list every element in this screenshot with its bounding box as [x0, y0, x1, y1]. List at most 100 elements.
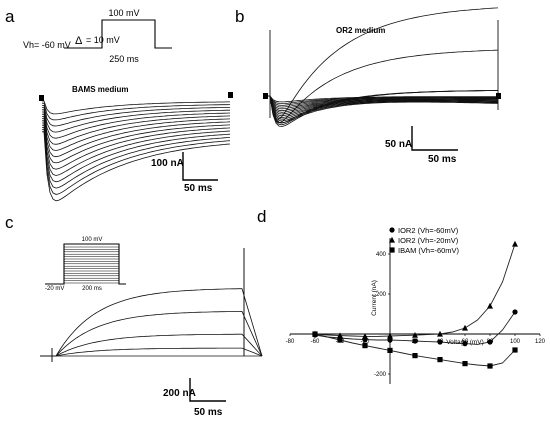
panel-b-trace [268, 90, 498, 127]
panel-a-trace [42, 111, 231, 145]
panel-c-protocol-envelope [45, 243, 126, 285]
panel-a-trace [42, 124, 231, 183]
iv-data-point [487, 363, 493, 369]
panel-c-trace [40, 288, 263, 357]
iv-data-point [362, 333, 368, 339]
panel-b-medium-label: OR2 medium [336, 26, 385, 35]
iv-data-point [312, 331, 318, 337]
iv-legend-label: IOR2 (Vh=-20mV) [398, 236, 459, 245]
panel-c-trace [40, 310, 263, 357]
iv-data-point [487, 302, 493, 309]
iv-y-tick-label: -200 [374, 372, 387, 378]
iv-data-point [437, 357, 443, 363]
panel-a-delta-symbol: Δ [75, 35, 83, 47]
panel-b-trace [268, 95, 498, 113]
panel-a-current-traces [42, 100, 231, 202]
panel-a-scale-x-label: 50 ms [184, 183, 213, 194]
panel-b-trace [268, 95, 498, 115]
panel-c-scale-y-label: 200 nA [163, 388, 196, 399]
iv-data-point [462, 361, 468, 367]
panel-a-protocol-step [64, 19, 172, 49]
iv-y-axis-label: Current (nA) [371, 280, 378, 316]
panel-a-scale-y-label: 100 nA [151, 158, 184, 169]
panel-a-trace [42, 122, 231, 176]
iv-legend-label: IBAM (Vh=-60mV) [398, 246, 460, 255]
panel-b-trace [268, 95, 498, 110]
iv-series-triangle [312, 240, 518, 339]
iv-data-point [462, 324, 468, 331]
panel-b-scale-bar [411, 126, 458, 151]
iv-x-tick-label: -80 [286, 339, 295, 345]
panel-b-end-marker [496, 93, 501, 99]
iv-data-point [462, 341, 468, 347]
panel-c-duration-label: 200 ms [82, 286, 102, 292]
iv-data-point [337, 337, 343, 343]
panel-a-letter: a [5, 7, 15, 26]
iv-data-point [387, 337, 393, 343]
panel-c-scale-x-label: 50 ms [194, 407, 223, 418]
iv-data-point [487, 339, 493, 345]
panel-b-trace [268, 95, 498, 108]
panel-a-trace [42, 127, 231, 189]
panel-a-trace [42, 107, 230, 133]
panel-c: c 100 mV -20 mV 200 ms 200 nA 50 ms [5, 213, 263, 418]
panel-b-trace [268, 95, 499, 106]
panel-a-trace [42, 116, 231, 158]
panel-a-scale-bar [182, 152, 218, 181]
panel-b-trace [268, 95, 498, 118]
panel-a-trace [42, 105, 230, 127]
iv-data-point [412, 338, 418, 344]
panel-c-scale-bar [189, 378, 226, 402]
panel-b-start-marker [263, 93, 268, 99]
panel-a-increment-label: = 10 mV [86, 35, 120, 45]
iv-data-point [412, 353, 418, 359]
panel-c-protocol-inset: 100 mV -20 mV 200 ms [45, 237, 126, 292]
iv-data-point [437, 339, 443, 345]
iv-y-tick-label: 400 [376, 252, 387, 258]
panel-c-protocol-steps [64, 246, 119, 284]
panel-a-trace [42, 102, 231, 121]
panel-b-trace [268, 95, 499, 112]
panel-a-trace [42, 120, 231, 170]
iv-legend: IOR2 (Vh=-60mV)IOR2 (Vh=-20mV)IBAM (Vh=-… [389, 226, 460, 255]
panel-a-trace [42, 113, 231, 151]
panel-c-current-traces [40, 288, 263, 357]
iv-data-point [437, 330, 443, 337]
iv-data-point [362, 343, 368, 349]
iv-series-square [312, 331, 518, 369]
iv-data-point [512, 309, 518, 315]
panel-a-duration-label: 250 ms [109, 54, 139, 64]
panel-a-trace [42, 118, 231, 164]
iv-series-circle [312, 309, 518, 347]
iv-data-point [387, 332, 393, 339]
panel-c-step-label: 100 mV [82, 237, 103, 243]
panel-b-trace [268, 95, 499, 117]
iv-data-point [512, 347, 518, 353]
panel-b-current-traces [268, 7, 499, 127]
iv-data-point [412, 332, 418, 338]
iv-data-point [387, 347, 393, 353]
iv-x-tick-label: 120 [535, 339, 546, 345]
panel-a-trace [42, 131, 231, 202]
panel-b-scale-x-label: 50 ms [428, 154, 457, 165]
iv-legend-label: IOR2 (Vh=-60mV) [398, 226, 459, 235]
iv-series-line [314, 243, 516, 337]
panel-c-hold-label: -20 mV [45, 286, 64, 292]
iv-x-tick-label: 100 [510, 339, 521, 345]
panel-b-trace [268, 7, 499, 120]
iv-x-tick-label: -60 [311, 339, 320, 345]
iv-legend-marker [389, 247, 395, 253]
panel-a-step-label: 100 mV [108, 8, 139, 18]
panel-a-end-marker [228, 92, 233, 98]
panel-b-trace [268, 49, 499, 124]
iv-y-tick-label: 200 [376, 292, 387, 298]
panel-a: a 100 mV Vh= -60 mV Δ = 10 mV 250 ms BAM… [5, 7, 233, 202]
panel-b: b OR2 medium 50 nA 50 ms [235, 7, 501, 165]
iv-legend-marker [389, 227, 395, 233]
panel-b-scale-y-label: 50 nA [385, 139, 412, 150]
iv-data-point [512, 240, 518, 247]
panel-d: d -80-60-40-20020406080100120-200200400 … [257, 207, 546, 384]
iv-data-point [337, 332, 343, 339]
